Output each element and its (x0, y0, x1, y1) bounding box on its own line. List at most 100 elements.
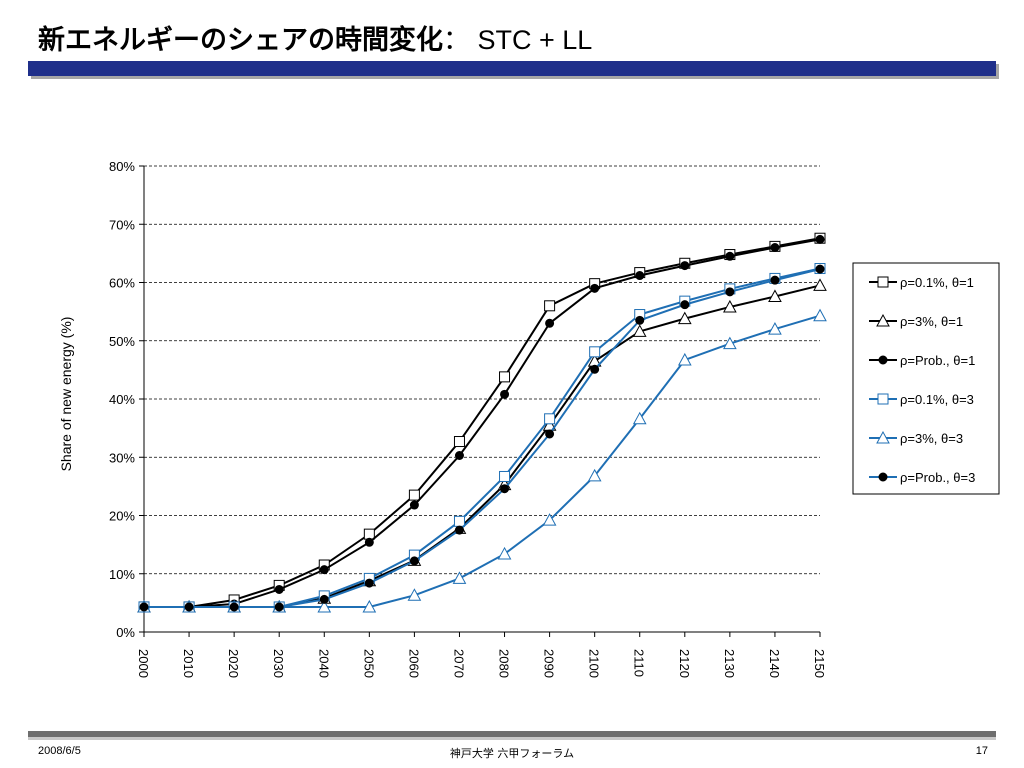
series-line (144, 268, 821, 608)
footer-bar (28, 731, 996, 737)
data-point (680, 261, 690, 271)
y-tick-label: 70% (109, 217, 135, 232)
data-point (723, 299, 737, 313)
legend-item: ρ=Prob., θ=1 (869, 353, 975, 368)
data-point (139, 602, 149, 612)
legend-item: ρ=3%, θ=3 (869, 430, 963, 446)
data-point (499, 470, 511, 482)
data-point (632, 411, 647, 425)
data-point (545, 429, 555, 439)
slide-title-suffix: ： STC + LL (443, 25, 593, 55)
legend-swatch-marker (878, 355, 888, 365)
data-point (319, 565, 329, 575)
legend-swatch-marker (876, 313, 890, 327)
series-2 (137, 278, 827, 613)
data-point (184, 602, 194, 612)
data-point (319, 594, 329, 604)
data-point (723, 336, 737, 350)
legend-swatch-marker (877, 276, 889, 288)
x-tick-label: 2030 (271, 649, 286, 678)
legend-item: ρ=0.1%, θ=3 (869, 392, 974, 407)
x-tick-label: 2020 (226, 649, 241, 678)
data-point (544, 413, 556, 425)
x-tick-label: 2130 (722, 649, 737, 678)
y-tick-label: 60% (109, 276, 135, 291)
data-point (590, 364, 600, 374)
data-point (409, 556, 419, 566)
data-point (497, 546, 512, 560)
series-4 (138, 263, 826, 613)
slide-title-main: 新エネルギーのシェアの時間変化 (38, 25, 443, 56)
series-line (144, 238, 821, 608)
data-point (499, 371, 511, 383)
x-tick-label: 2090 (542, 649, 557, 678)
x-tick-label: 2010 (181, 649, 196, 678)
data-point (363, 528, 375, 540)
data-point (453, 515, 465, 527)
data-point (677, 352, 692, 366)
data-point (317, 599, 332, 613)
y-tick-label: 50% (109, 334, 135, 349)
y-axis-label: Share of new energy (%) (58, 317, 74, 472)
x-tick-label: 2150 (812, 649, 827, 678)
series-5 (137, 308, 827, 613)
legend-box (852, 262, 1000, 495)
footer-page-number: 17 (975, 745, 988, 757)
series-line (144, 237, 821, 608)
data-point (500, 389, 510, 399)
y-tick-label: 40% (109, 392, 135, 407)
slide-title: 新エネルギーのシェアの時間変化： STC + LL (38, 18, 592, 57)
data-point (364, 537, 374, 547)
data-point (274, 602, 284, 612)
gridlines (144, 165, 820, 575)
data-point (364, 578, 374, 588)
legend-label: ρ=3%, θ=1 (900, 314, 963, 329)
data-point (770, 243, 780, 253)
y-tick-label: 10% (109, 567, 135, 582)
legend-item: ρ=Prob., θ=3 (869, 470, 975, 485)
axes (139, 165, 821, 637)
data-point (453, 436, 465, 448)
x-tick-label: 2110 (632, 649, 647, 677)
x-tick-label: 2040 (316, 649, 331, 678)
data-point (635, 315, 645, 325)
legend-swatch-marker (877, 393, 889, 405)
data-point (815, 234, 825, 244)
data-point (544, 300, 556, 312)
legend-label: ρ=0.1%, θ=3 (900, 392, 974, 407)
x-tick-label: 2000 (136, 649, 151, 678)
data-point (454, 451, 464, 461)
legend-label: ρ=3%, θ=3 (900, 431, 963, 446)
data-point (545, 318, 555, 328)
legend-swatch-marker (878, 472, 888, 482)
axis-labels: 0% 10% 20% 30% 40% 50% 60% 70% 80% 2000 2010 2020 20… (109, 159, 827, 678)
data-point (815, 264, 825, 274)
y-tick-label: 20% (109, 509, 135, 524)
data-point (229, 602, 239, 612)
series-line (144, 284, 821, 608)
legend-label: ρ=0.1%, θ=1 (900, 275, 974, 290)
data-point (452, 571, 467, 584)
y-tick-label: 0% (116, 625, 135, 640)
data-point (362, 599, 377, 613)
legend-item: ρ=0.1%, θ=1 (869, 275, 974, 290)
data-point (635, 271, 645, 281)
x-tick-label: 2120 (677, 649, 692, 678)
data-point (587, 468, 602, 482)
series-line (144, 267, 821, 608)
legend: ρ=0.1%, θ=1 ρ=3%, θ=1 ρ=Prob., θ=1 ρ=0.1%, … (852, 262, 1000, 495)
data-point (725, 287, 735, 297)
title-underline-bar (28, 61, 996, 76)
data-point (500, 484, 510, 494)
footer-affiliation: 神戸大学 六甲フォーラム (449, 747, 575, 760)
x-tick-label: 2100 (587, 649, 602, 678)
x-tick-label: 2140 (767, 649, 782, 678)
footer-date: 2008/6/5 (38, 745, 81, 757)
legend-item: ρ=3%, θ=1 (869, 313, 963, 329)
data-point (407, 588, 422, 601)
data-point (677, 311, 692, 325)
data-point (725, 251, 735, 261)
data-point (590, 283, 600, 293)
data-point (768, 322, 782, 335)
